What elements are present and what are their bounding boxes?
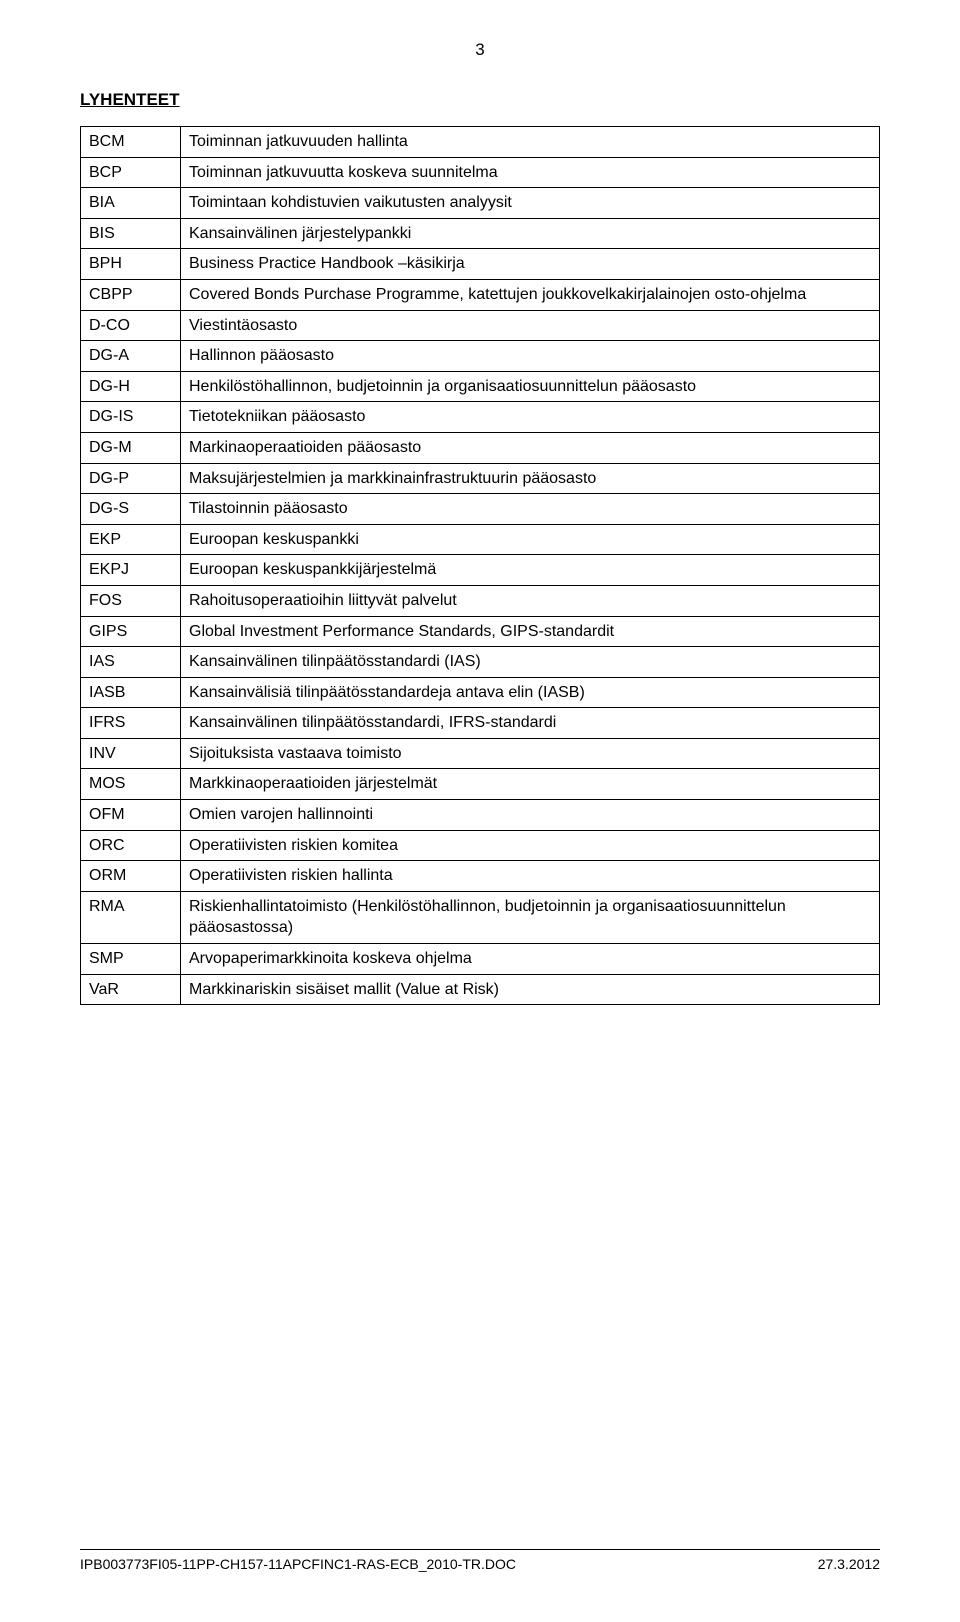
definition-cell: Covered Bonds Purchase Programme, katett… xyxy=(181,279,880,310)
abbr-cell: EKPJ xyxy=(81,555,181,586)
abbr-cell: CBPP xyxy=(81,279,181,310)
abbreviations-heading: LYHENTEET xyxy=(80,90,880,110)
table-row: MOSMarkkinaoperaatioiden järjestelmät xyxy=(81,769,880,800)
abbr-cell: IFRS xyxy=(81,708,181,739)
definition-cell: Kansainvälinen järjestelypankki xyxy=(181,218,880,249)
footer-left: IPB003773FI05-11PP-CH157-11APCFINC1-RAS-… xyxy=(80,1556,516,1572)
definition-cell: Rahoitusoperaatioihin liittyvät palvelut xyxy=(181,585,880,616)
table-row: DG-STilastoinnin pääosasto xyxy=(81,494,880,525)
definition-cell: Viestintäosasto xyxy=(181,310,880,341)
definition-cell: Euroopan keskuspankkijärjestelmä xyxy=(181,555,880,586)
abbr-cell: DG-M xyxy=(81,432,181,463)
definition-cell: Omien varojen hallinnointi xyxy=(181,800,880,831)
definition-cell: Tilastoinnin pääosasto xyxy=(181,494,880,525)
definition-cell: Markkinaoperaatioiden järjestelmät xyxy=(181,769,880,800)
definition-cell: Maksujärjestelmien ja markkinainfrastruk… xyxy=(181,463,880,494)
table-row: DG-HHenkilöstöhallinnon, budjetoinnin ja… xyxy=(81,371,880,402)
definition-cell: Toiminnan jatkuvuuden hallinta xyxy=(181,127,880,158)
table-row: DG-PMaksujärjestelmien ja markkinainfras… xyxy=(81,463,880,494)
abbreviations-table: BCMToiminnan jatkuvuuden hallintaBCPToim… xyxy=(80,126,880,1005)
abbr-cell: OFM xyxy=(81,800,181,831)
table-row: BISKansainvälinen järjestelypankki xyxy=(81,218,880,249)
definition-cell: Toimintaan kohdistuvien vaikutusten anal… xyxy=(181,188,880,219)
abbr-cell: SMP xyxy=(81,944,181,975)
table-row: ORMOperatiivisten riskien hallinta xyxy=(81,861,880,892)
definition-cell: Markkinariskin sisäiset mallit (Value at… xyxy=(181,974,880,1005)
definition-cell: Markinaoperaatioiden pääosasto xyxy=(181,432,880,463)
table-row: DG-AHallinnon pääosasto xyxy=(81,341,880,372)
table-row: IASKansainvälinen tilinpäätösstandardi (… xyxy=(81,647,880,678)
abbr-cell: INV xyxy=(81,738,181,769)
definition-cell: Euroopan keskuspankki xyxy=(181,524,880,555)
abbr-cell: MOS xyxy=(81,769,181,800)
table-row: FOSRahoitusoperaatioihin liittyvät palve… xyxy=(81,585,880,616)
table-row: INVSijoituksista vastaava toimisto xyxy=(81,738,880,769)
table-row: GIPSGlobal Investment Performance Standa… xyxy=(81,616,880,647)
abbr-cell: FOS xyxy=(81,585,181,616)
abbreviations-table-body: BCMToiminnan jatkuvuuden hallintaBCPToim… xyxy=(81,127,880,1005)
table-row: CBPPCovered Bonds Purchase Programme, ka… xyxy=(81,279,880,310)
definition-cell: Toiminnan jatkuvuutta koskeva suunnitelm… xyxy=(181,157,880,188)
page-footer: IPB003773FI05-11PP-CH157-11APCFINC1-RAS-… xyxy=(80,1549,880,1572)
abbr-cell: BIS xyxy=(81,218,181,249)
definition-cell: Kansainvälisiä tilinpäätösstandardeja an… xyxy=(181,677,880,708)
table-row: BPHBusiness Practice Handbook –käsikirja xyxy=(81,249,880,280)
table-row: SMPArvopaperimarkkinoita koskeva ohjelma xyxy=(81,944,880,975)
abbr-cell: DG-S xyxy=(81,494,181,525)
definition-cell: Riskienhallintatoimisto (Henkilöstöhalli… xyxy=(181,891,880,943)
abbr-cell: BCP xyxy=(81,157,181,188)
abbr-cell: DG-H xyxy=(81,371,181,402)
abbr-cell: ORC xyxy=(81,830,181,861)
abbr-cell: IAS xyxy=(81,647,181,678)
footer-right: 27.3.2012 xyxy=(818,1556,880,1572)
definition-cell: Operatiivisten riskien komitea xyxy=(181,830,880,861)
table-row: BIAToimintaan kohdistuvien vaikutusten a… xyxy=(81,188,880,219)
definition-cell: Tietotekniikan pääosasto xyxy=(181,402,880,433)
abbr-cell: GIPS xyxy=(81,616,181,647)
abbr-cell: D-CO xyxy=(81,310,181,341)
definition-cell: Global Investment Performance Standards,… xyxy=(181,616,880,647)
table-row: DG-MMarkinaoperaatioiden pääosasto xyxy=(81,432,880,463)
abbr-cell: DG-IS xyxy=(81,402,181,433)
definition-cell: Kansainvälinen tilinpäätösstandardi, IFR… xyxy=(181,708,880,739)
definition-cell: Operatiivisten riskien hallinta xyxy=(181,861,880,892)
abbr-cell: BCM xyxy=(81,127,181,158)
page-number: 3 xyxy=(80,40,880,60)
table-row: BCPToiminnan jatkuvuutta koskeva suunnit… xyxy=(81,157,880,188)
table-row: VaRMarkkinariskin sisäiset mallit (Value… xyxy=(81,974,880,1005)
abbr-cell: BIA xyxy=(81,188,181,219)
abbr-cell: DG-P xyxy=(81,463,181,494)
abbr-cell: ORM xyxy=(81,861,181,892)
definition-cell: Arvopaperimarkkinoita koskeva ohjelma xyxy=(181,944,880,975)
table-row: IASBKansainvälisiä tilinpäätösstandardej… xyxy=(81,677,880,708)
table-row: D-COViestintäosasto xyxy=(81,310,880,341)
definition-cell: Business Practice Handbook –käsikirja xyxy=(181,249,880,280)
abbr-cell: IASB xyxy=(81,677,181,708)
definition-cell: Hallinnon pääosasto xyxy=(181,341,880,372)
table-row: DG-ISTietotekniikan pääosasto xyxy=(81,402,880,433)
table-row: EKPJEuroopan keskuspankkijärjestelmä xyxy=(81,555,880,586)
table-row: ORCOperatiivisten riskien komitea xyxy=(81,830,880,861)
abbr-cell: VaR xyxy=(81,974,181,1005)
table-row: OFMOmien varojen hallinnointi xyxy=(81,800,880,831)
definition-cell: Sijoituksista vastaava toimisto xyxy=(181,738,880,769)
definition-cell: Kansainvälinen tilinpäätösstandardi (IAS… xyxy=(181,647,880,678)
table-row: RMARiskienhallintatoimisto (Henkilöstöha… xyxy=(81,891,880,943)
table-row: BCMToiminnan jatkuvuuden hallinta xyxy=(81,127,880,158)
abbr-cell: RMA xyxy=(81,891,181,943)
table-row: EKPEuroopan keskuspankki xyxy=(81,524,880,555)
definition-cell: Henkilöstöhallinnon, budjetoinnin ja org… xyxy=(181,371,880,402)
abbr-cell: BPH xyxy=(81,249,181,280)
abbr-cell: DG-A xyxy=(81,341,181,372)
abbr-cell: EKP xyxy=(81,524,181,555)
table-row: IFRSKansainvälinen tilinpäätösstandardi,… xyxy=(81,708,880,739)
